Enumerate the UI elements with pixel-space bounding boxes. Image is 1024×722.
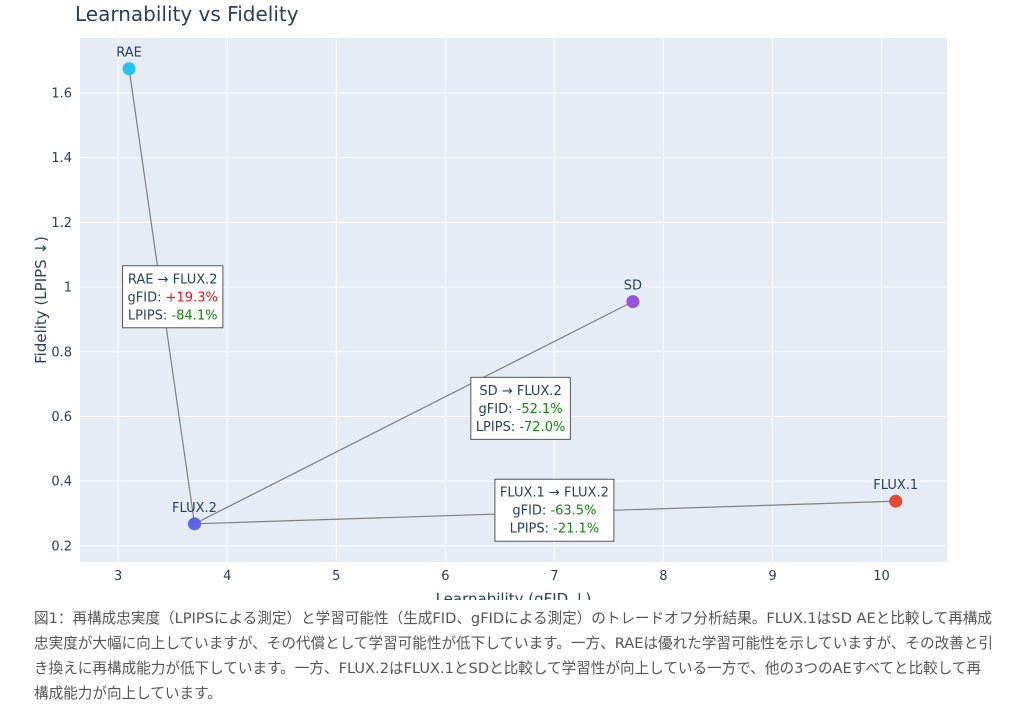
annotation-gfid-value: +19.3% bbox=[166, 290, 218, 305]
x-tick-label: 5 bbox=[332, 569, 340, 584]
annotation-gfid-value: -63.5% bbox=[550, 504, 596, 519]
annotation-gfid-label: gFID: bbox=[128, 290, 166, 305]
x-tick-label: 6 bbox=[441, 569, 449, 584]
annotation-title: SD → FLUX.2 bbox=[479, 384, 561, 399]
annotation-line: gFID: -63.5% bbox=[512, 504, 596, 519]
y-tick-label: 0.8 bbox=[51, 345, 72, 360]
point-flux2 bbox=[188, 517, 202, 531]
x-tick-label: 3 bbox=[114, 569, 122, 584]
annotation-lpips-label: LPIPS: bbox=[476, 420, 520, 435]
y-axis-label: Fidelity (LPIPS ↓) bbox=[32, 236, 50, 364]
point-label-rae: RAE bbox=[116, 46, 142, 61]
y-tick-label: 1.4 bbox=[51, 151, 72, 166]
annotation-boxes: RAE → FLUX.2 gFID: +19.3% LPIPS: -84.1% SD … bbox=[122, 265, 615, 542]
annotation-lpips-value: -21.1% bbox=[553, 522, 599, 537]
annotation-box: RAE → FLUX.2 gFID: +19.3% LPIPS: -84.1% bbox=[122, 265, 224, 329]
plot-area bbox=[80, 38, 947, 562]
annotation-border bbox=[494, 478, 615, 542]
annotation-line: gFID: -52.1% bbox=[479, 402, 563, 417]
annotation-lpips-value: -84.1% bbox=[171, 308, 217, 323]
annotation-line: RAE → FLUX.2 bbox=[128, 272, 218, 287]
point-rae bbox=[122, 62, 136, 76]
x-tick-label: 7 bbox=[550, 569, 558, 584]
annotation-gfid-label: gFID: bbox=[479, 402, 517, 417]
x-tick-label: 8 bbox=[659, 569, 667, 584]
annotation-title: FLUX.1 → FLUX.2 bbox=[500, 486, 609, 501]
annotation-border bbox=[470, 376, 571, 440]
x-tick-label: 10 bbox=[873, 569, 890, 584]
annotation-line: FLUX.1 → FLUX.2 bbox=[500, 486, 609, 501]
annotation-lpips-value: -72.0% bbox=[519, 420, 565, 435]
x-axis-label: Learnability (gFID ↓) bbox=[436, 590, 592, 600]
annotation-lpips-label: LPIPS: bbox=[128, 308, 172, 323]
annotation-lpips-label: LPIPS: bbox=[510, 522, 554, 537]
figure-caption: 図1：再構成忠実度（LPIPSによる測定）と学習可能性（生成FID、gFIDによ… bbox=[34, 610, 993, 702]
annotation-line: LPIPS: -72.0% bbox=[476, 420, 566, 435]
annotation-line: SD → FLUX.2 bbox=[479, 384, 561, 399]
annotation-line: LPIPS: -84.1% bbox=[128, 308, 218, 323]
scatter-chart: 3 4 5 6 7 8 9 10 0.2 0.4 0.6 0.8 1 1.2 1.4 1.6 RAE SD FL… bbox=[32, 38, 947, 600]
annotation-gfid-label: gFID: bbox=[512, 504, 550, 519]
x-tick-label: 9 bbox=[768, 569, 776, 584]
y-tick-label: 1.6 bbox=[51, 86, 72, 101]
annotation-box: FLUX.1 → FLUX.2 gFID: -63.5% LPIPS: -21.1% bbox=[494, 478, 615, 542]
data-points: RAE SD FLUX.1 FLUX.2 bbox=[116, 46, 918, 531]
y-tick-label: 1 bbox=[64, 281, 72, 296]
annotation-box: SD → FLUX.2 gFID: -52.1% LPIPS: -72.0% bbox=[470, 376, 571, 440]
annotation-border bbox=[122, 265, 224, 329]
y-tick-label: 1.2 bbox=[51, 216, 72, 231]
point-label-flux1: FLUX.1 bbox=[873, 478, 918, 493]
point-label-flux2: FLUX.2 bbox=[172, 501, 217, 516]
y-tick-label: 0.2 bbox=[51, 539, 72, 554]
connection-line-sd-flux2 bbox=[194, 301, 634, 525]
x-tick-labels: 3 4 5 6 7 8 9 10 bbox=[114, 569, 890, 584]
point-sd bbox=[626, 295, 640, 309]
point-flux1 bbox=[889, 494, 903, 508]
x-tick-label: 4 bbox=[223, 569, 231, 584]
chart-title: Learnability vs Fidelity bbox=[75, 2, 299, 26]
point-label-sd: SD bbox=[624, 279, 642, 294]
y-tick-labels: 0.2 0.4 0.6 0.8 1 1.2 1.4 1.6 bbox=[51, 86, 72, 554]
y-tick-label: 0.4 bbox=[51, 475, 72, 490]
annotation-line: gFID: +19.3% bbox=[128, 290, 218, 305]
y-tick-label: 0.6 bbox=[51, 410, 72, 425]
annotation-line: LPIPS: -21.1% bbox=[510, 522, 600, 537]
annotation-title: RAE → FLUX.2 bbox=[128, 272, 218, 287]
annotation-gfid-value: -52.1% bbox=[517, 402, 563, 417]
